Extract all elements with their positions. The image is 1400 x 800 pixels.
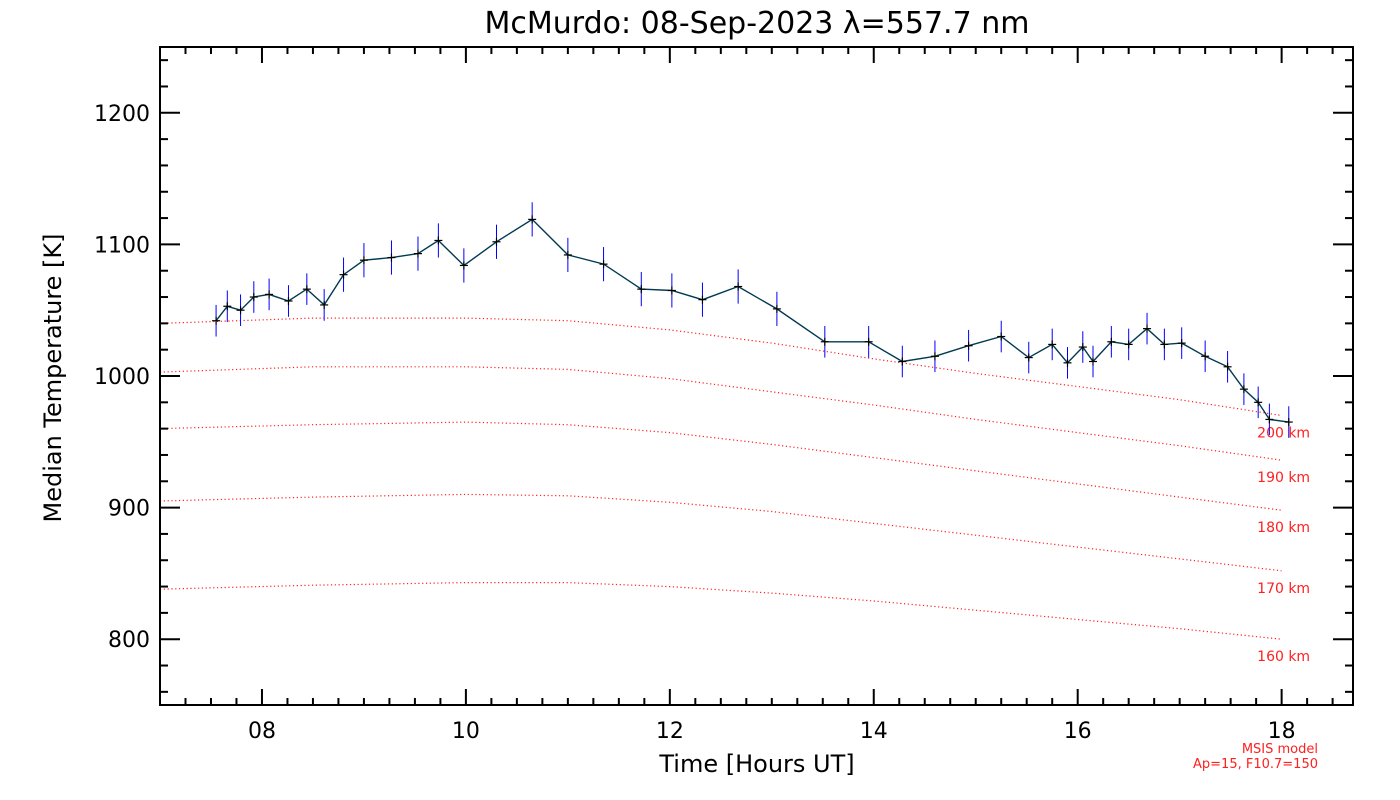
- x-tick-label-0: 08: [248, 719, 276, 744]
- data-point-3: [249, 293, 258, 302]
- msis-note: MSIS model: [1242, 742, 1318, 757]
- data-point-40: [1223, 362, 1232, 371]
- data-point-1: [223, 302, 232, 311]
- data-point-31: [1063, 358, 1072, 367]
- data-point-25: [898, 357, 907, 366]
- data-point-2: [236, 306, 245, 315]
- model-label-1: 190 km: [1257, 470, 1310, 486]
- data-point-28: [997, 332, 1006, 341]
- msis-params-note: Ap=15, F10.7=150: [1193, 757, 1318, 772]
- x-tick-label-4: 16: [1064, 719, 1092, 744]
- model-curve-0: [159, 317, 1282, 417]
- x-tick-label-3: 14: [860, 719, 888, 744]
- data-point-0: [212, 316, 221, 325]
- x-tick-label-2: 12: [656, 719, 684, 744]
- data-point-9: [359, 256, 368, 265]
- x-tick-label-1: 10: [452, 719, 480, 744]
- data-point-19: [667, 286, 676, 295]
- y-tick-label-0: 800: [108, 628, 150, 653]
- data-point-24: [864, 337, 873, 346]
- data-point-12: [434, 236, 443, 245]
- data-point-17: [599, 260, 608, 269]
- data-point-8: [339, 270, 348, 279]
- data-point-13: [459, 261, 468, 270]
- data-point-22: [772, 304, 781, 313]
- model-curve-2: [159, 421, 1282, 511]
- data-point-7: [320, 300, 329, 309]
- y-tick-label-4: 1200: [94, 102, 150, 127]
- data-point-26: [930, 352, 939, 361]
- model-curve-3: [159, 493, 1282, 572]
- data-point-18: [637, 285, 646, 294]
- model-label-0: 200 km: [1257, 425, 1310, 441]
- data-point-20: [698, 295, 707, 304]
- data-point-32: [1078, 343, 1087, 352]
- model-label-4: 160 km: [1257, 649, 1310, 665]
- axes: 08 10 12 14 16 18 800 900 1000 1100 1200: [94, 46, 1354, 744]
- data-point-33: [1088, 357, 1097, 366]
- y-tick-label-2: 1000: [94, 365, 150, 390]
- data-point-44: [1284, 418, 1293, 427]
- data-point-34: [1107, 337, 1116, 346]
- data-point-14: [492, 237, 501, 246]
- model-curve-1: [159, 366, 1282, 461]
- model-label-2: 180 km: [1257, 520, 1310, 536]
- data-point-4: [265, 290, 274, 299]
- plot-frame: [159, 46, 1354, 706]
- data-point-23: [820, 337, 829, 346]
- x-axis-title: Time [Hours UT]: [658, 750, 854, 778]
- chart-title: McMurdo: 08-Sep-2023 λ=557.7 nm: [485, 6, 1030, 41]
- y-tick-label-1: 900: [108, 497, 150, 522]
- data-point-42: [1254, 398, 1263, 407]
- data-point-11: [413, 249, 422, 258]
- x-tick-label-5: 18: [1268, 719, 1296, 744]
- series-line-0: [215, 218, 1289, 423]
- data-series: [212, 202, 1293, 438]
- y-tick-label-3: 1100: [94, 233, 150, 258]
- data-point-37: [1160, 340, 1169, 349]
- data-point-43: [1265, 415, 1274, 424]
- data-point-29: [1024, 353, 1033, 362]
- data-point-6: [302, 285, 311, 294]
- data-point-10: [387, 253, 396, 262]
- model-curves: 200 km 190 km 180 km 170 km 160 km: [159, 317, 1310, 665]
- data-point-21: [734, 282, 743, 291]
- data-point-27: [964, 341, 973, 350]
- data-point-30: [1048, 340, 1057, 349]
- model-curve-4: [159, 581, 1282, 640]
- data-point-15: [528, 215, 537, 224]
- data-point-5: [284, 296, 293, 305]
- data-point-35: [1124, 340, 1133, 349]
- y-axis-title: Median Temperature [K]: [39, 233, 67, 522]
- data-point-16: [563, 250, 572, 259]
- model-label-3: 170 km: [1257, 581, 1310, 597]
- data-point-39: [1201, 352, 1210, 361]
- data-point-38: [1177, 339, 1186, 348]
- data-point-36: [1143, 324, 1152, 333]
- data-point-41: [1239, 385, 1248, 394]
